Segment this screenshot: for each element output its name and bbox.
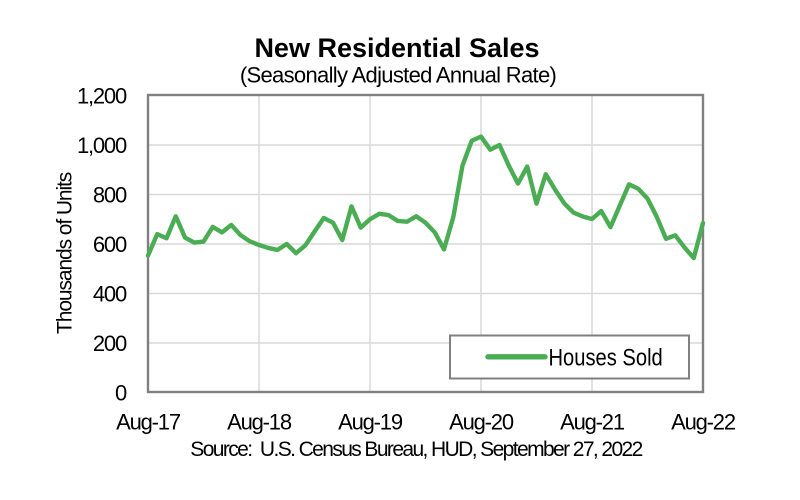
svg-text:Source: U.S. Census Bureau, H: Source: U.S. Census Bureau, HUD, Septemb… [190,438,642,461]
svg-text:Aug-19: Aug-19 [338,410,403,435]
svg-text:Aug-18: Aug-18 [227,410,292,435]
svg-text:New Residential Sales: New Residential Sales [254,33,539,63]
svg-text:Aug-17: Aug-17 [116,410,181,435]
svg-text:Houses Sold: Houses Sold [549,344,663,371]
svg-text:Aug-21: Aug-21 [560,410,625,435]
svg-text:Aug-22: Aug-22 [671,410,736,435]
svg-text:(Seasonally Adjusted Annual Ra: (Seasonally Adjusted Annual Rate) [240,62,556,87]
svg-text:0: 0 [115,381,127,406]
svg-text:200: 200 [93,331,127,356]
svg-text:600: 600 [93,232,127,257]
svg-text:400: 400 [93,282,127,307]
svg-text:800: 800 [93,183,127,208]
svg-text:Thousands of Units: Thousands of Units [54,172,77,334]
svg-text:1,200: 1,200 [77,84,127,109]
svg-text:Aug-20: Aug-20 [449,410,514,435]
svg-text:1,000: 1,000 [77,133,127,158]
